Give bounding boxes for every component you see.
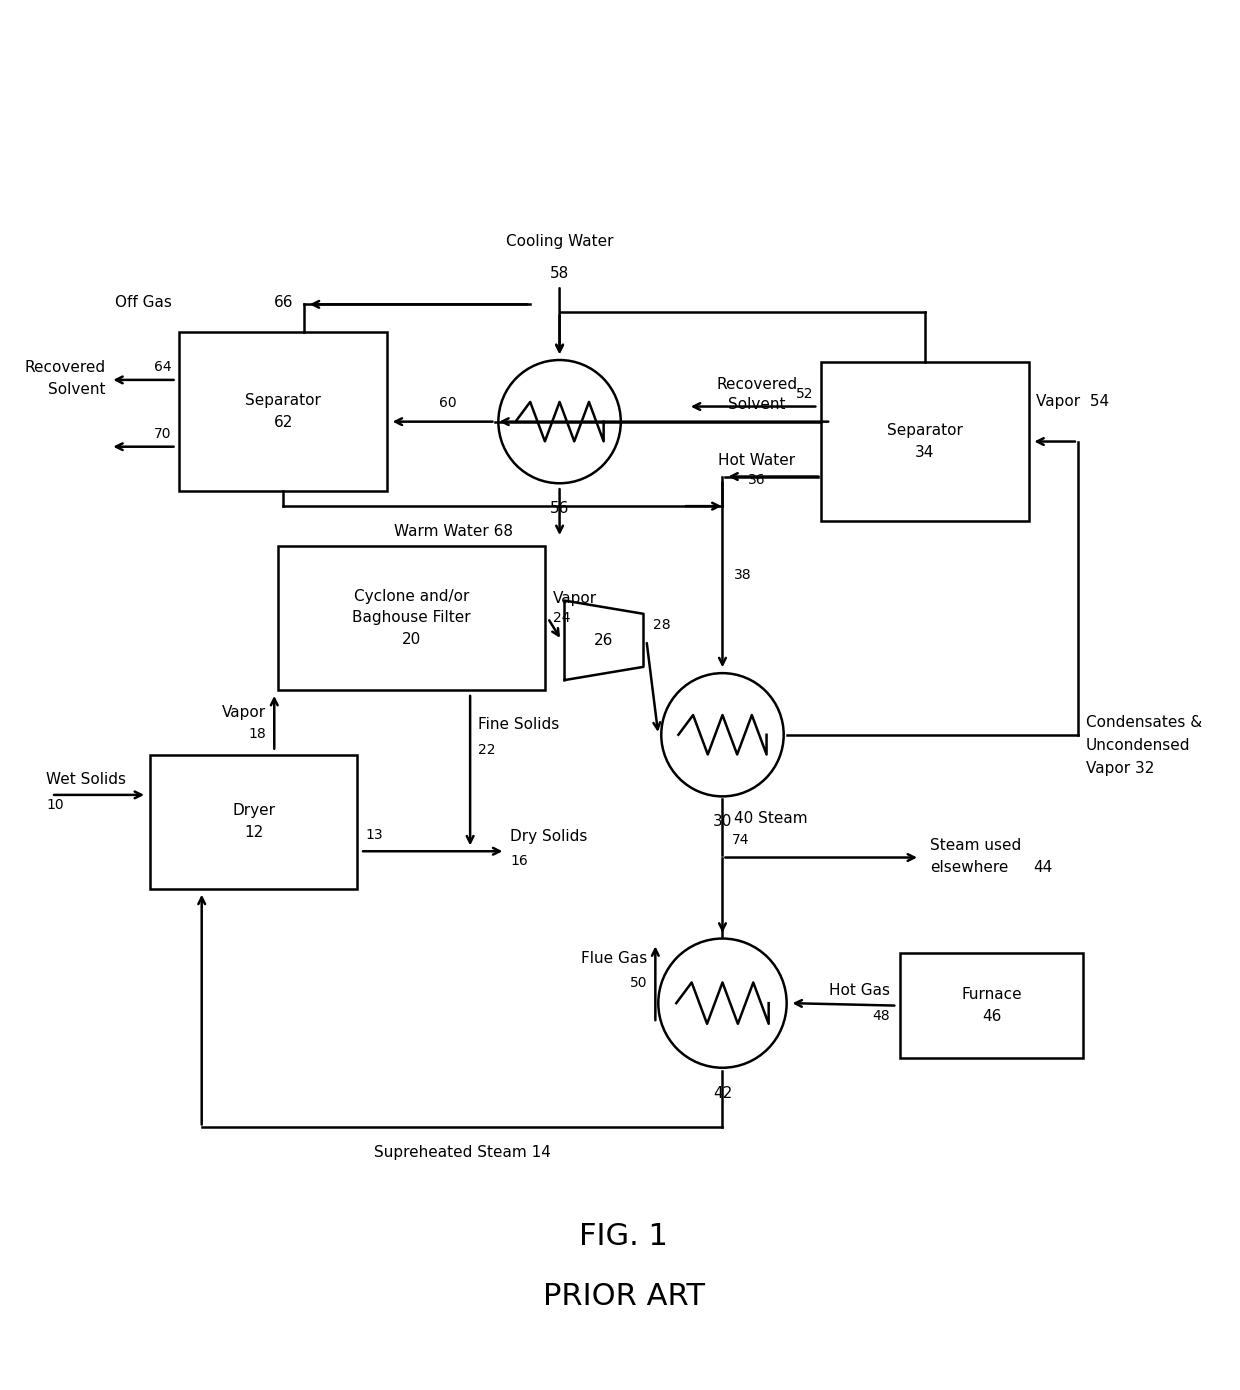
Text: Supreheated Steam 14: Supreheated Steam 14 — [373, 1145, 551, 1161]
Text: Baghouse Filter: Baghouse Filter — [352, 610, 471, 626]
Text: Recovered: Recovered — [25, 360, 105, 375]
Text: Vapor: Vapor — [222, 705, 267, 720]
Text: 30: 30 — [713, 815, 732, 830]
Text: 60: 60 — [439, 396, 456, 410]
Text: 50: 50 — [630, 976, 647, 990]
Text: 46: 46 — [982, 1009, 1001, 1024]
Text: 24: 24 — [553, 612, 570, 626]
Text: Dryer: Dryer — [232, 803, 275, 819]
Text: 12: 12 — [244, 826, 263, 840]
Bar — [180, 332, 387, 491]
Text: 16: 16 — [510, 855, 528, 869]
Text: elsewhere: elsewhere — [930, 860, 1008, 874]
Text: 70: 70 — [154, 427, 171, 441]
Text: Flue Gas: Flue Gas — [582, 951, 647, 966]
Text: 18: 18 — [249, 727, 267, 741]
Text: 13: 13 — [365, 828, 383, 842]
Text: Cyclone and/or: Cyclone and/or — [353, 588, 469, 603]
Text: Fine Solids: Fine Solids — [479, 717, 559, 733]
Bar — [821, 361, 1028, 521]
Text: 64: 64 — [154, 360, 171, 374]
Text: Solvent: Solvent — [48, 382, 105, 398]
Text: Hot Gas: Hot Gas — [830, 983, 890, 998]
Text: Solvent: Solvent — [728, 398, 786, 411]
Text: 38: 38 — [734, 569, 751, 582]
Text: 42: 42 — [713, 1086, 732, 1101]
Text: Separator: Separator — [246, 393, 321, 409]
Text: Hot Water: Hot Water — [718, 453, 796, 468]
Text: 22: 22 — [479, 742, 496, 756]
Bar — [150, 755, 357, 888]
Text: Off Gas: Off Gas — [115, 295, 171, 310]
Text: 52: 52 — [796, 386, 813, 400]
Text: 58: 58 — [551, 265, 569, 281]
Text: 20: 20 — [402, 632, 422, 648]
Text: Furnace: Furnace — [961, 987, 1022, 1002]
Text: Condensates &: Condensates & — [1086, 714, 1202, 730]
Text: PRIOR ART: PRIOR ART — [543, 1282, 704, 1311]
Text: Warm Water 68: Warm Water 68 — [394, 524, 513, 539]
Text: 36: 36 — [748, 474, 766, 488]
Text: Uncondensed: Uncondensed — [1086, 738, 1190, 752]
Text: 34: 34 — [915, 445, 935, 460]
Text: 56: 56 — [549, 502, 569, 516]
Text: 40 Steam: 40 Steam — [734, 810, 808, 826]
Text: 44: 44 — [1033, 860, 1053, 874]
Text: Vapor 32: Vapor 32 — [1086, 760, 1154, 776]
Text: Wet Solids: Wet Solids — [46, 773, 126, 788]
Text: 10: 10 — [46, 798, 63, 812]
Text: 74: 74 — [733, 833, 750, 847]
Text: Recovered: Recovered — [717, 377, 797, 392]
Text: 62: 62 — [274, 416, 293, 430]
Text: 28: 28 — [653, 619, 671, 632]
Text: Cooling Water: Cooling Water — [506, 234, 614, 249]
Text: 48: 48 — [873, 1009, 890, 1023]
Text: 26: 26 — [594, 632, 614, 648]
Text: FIG. 1: FIG. 1 — [579, 1222, 668, 1251]
Text: Dry Solids: Dry Solids — [510, 828, 588, 844]
Text: Vapor: Vapor — [553, 591, 596, 606]
Bar — [900, 954, 1083, 1058]
Text: 66: 66 — [274, 295, 294, 310]
Text: Steam used: Steam used — [930, 838, 1021, 853]
Bar — [278, 546, 544, 689]
Text: Vapor  54: Vapor 54 — [1037, 395, 1110, 409]
Text: Separator: Separator — [887, 423, 962, 438]
